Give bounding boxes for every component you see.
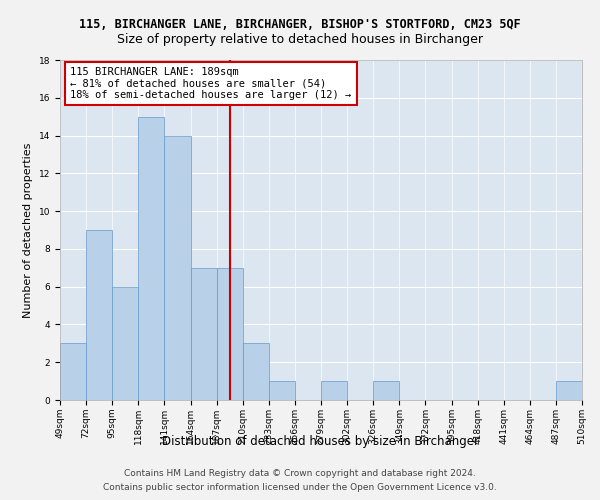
Bar <box>321 381 347 400</box>
Text: Contains HM Land Registry data © Crown copyright and database right 2024.: Contains HM Land Registry data © Crown c… <box>124 468 476 477</box>
Text: 115, BIRCHANGER LANE, BIRCHANGER, BISHOP'S STORTFORD, CM23 5QF: 115, BIRCHANGER LANE, BIRCHANGER, BISHOP… <box>79 18 521 30</box>
Bar <box>373 381 400 400</box>
Text: Size of property relative to detached houses in Birchanger: Size of property relative to detached ho… <box>117 32 483 46</box>
Text: Distribution of detached houses by size in Birchanger: Distribution of detached houses by size … <box>163 435 479 448</box>
Bar <box>139 116 164 400</box>
Bar <box>243 344 269 400</box>
Text: 115 BIRCHANGER LANE: 189sqm
← 81% of detached houses are smaller (54)
18% of sem: 115 BIRCHANGER LANE: 189sqm ← 81% of det… <box>70 67 352 100</box>
Bar <box>191 268 217 400</box>
Bar <box>217 268 243 400</box>
Bar <box>86 230 112 400</box>
Text: Contains public sector information licensed under the Open Government Licence v3: Contains public sector information licen… <box>103 484 497 492</box>
Bar <box>164 136 191 400</box>
Bar <box>60 344 86 400</box>
Bar <box>269 381 295 400</box>
Bar <box>556 381 582 400</box>
Bar <box>112 286 139 400</box>
Y-axis label: Number of detached properties: Number of detached properties <box>23 142 33 318</box>
